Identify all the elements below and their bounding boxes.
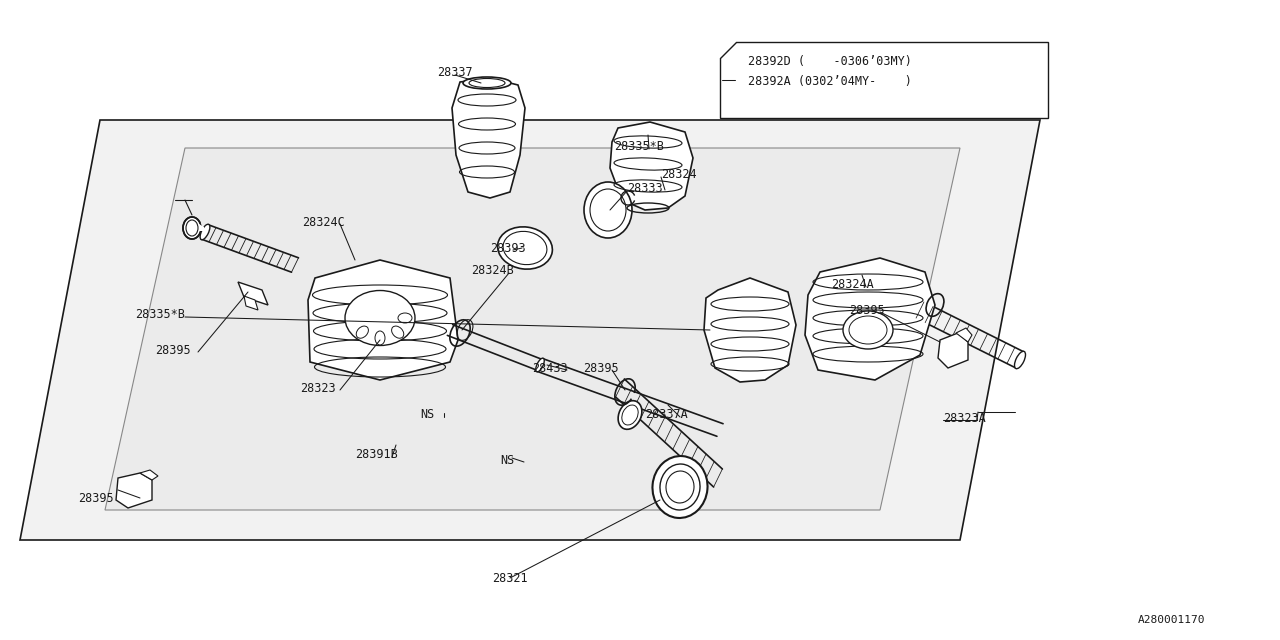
Ellipse shape xyxy=(498,227,553,269)
Polygon shape xyxy=(611,122,692,210)
Ellipse shape xyxy=(584,182,632,238)
Text: A280001170: A280001170 xyxy=(1138,615,1204,625)
Text: 28323A: 28323A xyxy=(943,412,986,424)
Text: 28335*B: 28335*B xyxy=(134,308,184,321)
Polygon shape xyxy=(719,42,1048,118)
Text: 28324C: 28324C xyxy=(302,216,344,228)
Ellipse shape xyxy=(183,217,201,239)
Text: 28324B: 28324B xyxy=(471,264,513,276)
Text: 28395: 28395 xyxy=(582,362,618,374)
Text: 28392A (0302’04MY-    ): 28392A (0302’04MY- ) xyxy=(748,76,911,88)
Text: 28337: 28337 xyxy=(438,67,472,79)
Polygon shape xyxy=(105,148,960,510)
Ellipse shape xyxy=(653,456,708,518)
Text: 28335*B: 28335*B xyxy=(614,141,664,154)
Polygon shape xyxy=(956,328,972,342)
Text: 28392D (    -0306’03MY): 28392D ( -0306’03MY) xyxy=(748,56,911,68)
Text: 28391B: 28391B xyxy=(355,449,398,461)
Polygon shape xyxy=(938,333,968,368)
Polygon shape xyxy=(116,473,152,508)
Text: 28433: 28433 xyxy=(532,362,567,374)
Polygon shape xyxy=(805,258,934,380)
Polygon shape xyxy=(452,78,525,198)
Polygon shape xyxy=(244,296,259,310)
Text: 28321: 28321 xyxy=(493,572,527,584)
Ellipse shape xyxy=(463,77,511,89)
Text: 28395: 28395 xyxy=(849,303,884,317)
Polygon shape xyxy=(140,470,157,480)
Ellipse shape xyxy=(1015,351,1025,369)
Ellipse shape xyxy=(844,311,893,349)
Polygon shape xyxy=(238,282,268,305)
Ellipse shape xyxy=(618,401,641,429)
Ellipse shape xyxy=(346,291,415,346)
Text: 28395: 28395 xyxy=(155,344,191,356)
Polygon shape xyxy=(20,120,1039,540)
Text: 28324A: 28324A xyxy=(831,278,874,291)
Text: 28393: 28393 xyxy=(490,241,526,255)
Text: 28337A: 28337A xyxy=(645,408,687,422)
Ellipse shape xyxy=(536,358,544,372)
Text: 28323: 28323 xyxy=(300,381,335,394)
Polygon shape xyxy=(198,224,204,231)
Polygon shape xyxy=(308,260,458,380)
Polygon shape xyxy=(704,278,796,382)
Text: 28333: 28333 xyxy=(627,182,663,195)
Text: NS: NS xyxy=(420,408,434,422)
Ellipse shape xyxy=(200,224,210,240)
Text: 28324: 28324 xyxy=(660,168,696,182)
Text: 28395: 28395 xyxy=(78,492,114,504)
Text: NS: NS xyxy=(500,454,515,467)
